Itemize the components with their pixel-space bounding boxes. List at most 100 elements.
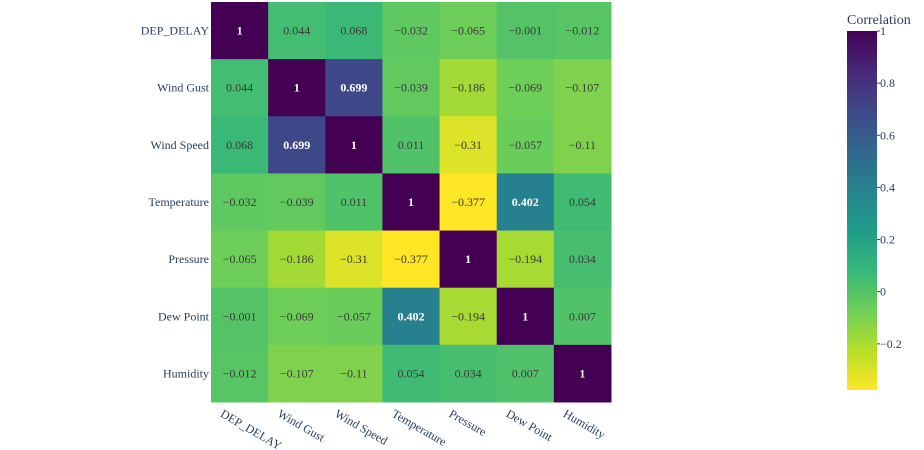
cell-dew-point-wind-speed xyxy=(325,287,383,346)
cell-value-temperature-wind-gust: −0.039 xyxy=(280,195,314,209)
cell-value-pressure-pressure: 1 xyxy=(465,252,471,266)
cell-value-dep-delay-temperature: −0.032 xyxy=(394,24,428,38)
cell-temperature-humidity xyxy=(553,173,612,232)
cell-value-temperature-wind-speed: 0.011 xyxy=(341,195,368,209)
cell-pressure-humidity xyxy=(553,230,612,289)
cell-value-wind-gust-pressure: −0.186 xyxy=(451,81,485,95)
cell-value-pressure-humidity: 0.034 xyxy=(569,252,596,266)
cell-pressure-wind-speed xyxy=(325,230,383,289)
y-tick-dew-point: Dew Point xyxy=(158,309,210,323)
cell-wind-gust-temperature xyxy=(382,59,441,117)
cell-wind-gust-pressure xyxy=(439,59,498,117)
cell-pressure-wind-gust xyxy=(268,230,326,289)
cell-value-pressure-dep-delay: −0.065 xyxy=(223,252,257,266)
y-tick-wind-gust: Wind Gust xyxy=(157,81,210,95)
cell-value-dep-delay-pressure: −0.065 xyxy=(451,24,485,38)
y-tick-wind-speed: Wind Speed xyxy=(150,138,209,152)
colorbar-tick-label-0: 1 xyxy=(880,24,886,38)
cell-value-wind-speed-pressure: −0.31 xyxy=(454,138,482,152)
cell-value-pressure-wind-gust: −0.186 xyxy=(280,252,314,266)
cell-dep-delay-temperature xyxy=(382,2,441,60)
cell-temperature-wind-gust xyxy=(268,173,326,232)
cell-value-dew-point-temperature: 0.402 xyxy=(397,309,424,323)
cell-value-temperature-dep-delay: −0.032 xyxy=(223,195,257,209)
cell-dew-point-dew-point xyxy=(496,287,555,346)
cell-value-wind-speed-wind-speed: 1 xyxy=(351,138,357,152)
cell-humidity-dew-point xyxy=(496,344,555,403)
y-tick-temperature: Temperature xyxy=(149,195,209,209)
cell-value-temperature-temperature: 1 xyxy=(408,195,414,209)
cell-pressure-dew-point xyxy=(496,230,555,289)
cell-wind-gust-humidity xyxy=(553,59,612,117)
colorbar-tick-label-6: −0.2 xyxy=(880,337,902,351)
cell-humidity-wind-speed xyxy=(325,344,383,403)
x-tick-temperature: Temperature xyxy=(389,406,448,448)
x-tick-pressure: Pressure xyxy=(447,406,489,438)
cell-dep-delay-dew-point xyxy=(496,2,555,60)
cell-value-wind-gust-temperature: −0.039 xyxy=(394,81,428,95)
cell-wind-speed-dew-point xyxy=(496,116,555,174)
cell-humidity-humidity xyxy=(553,344,612,403)
cell-dep-delay-dep-delay xyxy=(211,2,269,60)
cell-wind-gust-dep-delay xyxy=(211,59,269,117)
colorbar: Correlation 1 0.8 0.6 0.4 0.2 0 −0.2 xyxy=(847,13,911,390)
cell-value-humidity-dew-point: 0.007 xyxy=(512,366,539,380)
colorbar-tick-label-4: 0.2 xyxy=(880,233,895,247)
cell-value-wind-gust-wind-gust: 1 xyxy=(294,81,300,95)
cell-value-dew-point-dep-delay: −0.001 xyxy=(223,309,257,323)
cell-wind-speed-wind-speed xyxy=(325,116,383,174)
cell-value-temperature-humidity: 0.054 xyxy=(569,195,596,209)
y-axis-tick-labels: DEP_DELAY Wind Gust Wind Speed Temperature P… xyxy=(141,24,210,381)
cell-value-wind-speed-dew-point: −0.057 xyxy=(508,138,542,152)
cell-value-dew-point-wind-speed: −0.057 xyxy=(337,309,371,323)
cell-pressure-temperature xyxy=(382,230,441,289)
cell-wind-gust-dew-point xyxy=(496,59,555,117)
cell-wind-speed-wind-gust xyxy=(268,116,326,174)
cell-temperature-dew-point xyxy=(496,173,555,232)
colorbar-title: Correlation xyxy=(847,13,911,28)
cell-value-pressure-wind-speed: −0.31 xyxy=(340,252,368,266)
cell-value-humidity-temperature: 0.054 xyxy=(397,366,424,380)
colorbar-bar xyxy=(847,31,877,390)
cell-temperature-dep-delay xyxy=(211,173,269,232)
cell-pressure-dep-delay xyxy=(211,230,269,289)
cell-wind-gust-wind-gust xyxy=(268,59,326,117)
cell-dew-point-humidity xyxy=(553,287,612,346)
cell-value-dew-point-dew-point: 1 xyxy=(522,309,528,323)
colorbar-tick-label-5: 0 xyxy=(880,285,886,299)
colorbar-tick-label-1: 0.8 xyxy=(880,76,895,90)
x-tick-dew-point: Dew Point xyxy=(504,406,556,444)
cell-dep-delay-wind-gust xyxy=(268,2,326,60)
cell-humidity-pressure xyxy=(439,344,498,403)
cell-value-temperature-pressure: −0.377 xyxy=(451,195,485,209)
cell-value-humidity-wind-speed: −0.11 xyxy=(340,366,367,380)
cell-value-wind-gust-dep-delay: 0.044 xyxy=(226,81,253,95)
cell-value-wind-gust-humidity: −0.107 xyxy=(566,81,600,95)
cell-wind-speed-temperature xyxy=(382,116,441,174)
cell-value-dep-delay-wind-gust: 0.044 xyxy=(283,24,310,38)
x-tick-humidity: Humidity xyxy=(561,406,608,441)
cell-value-dew-point-humidity: 0.007 xyxy=(569,309,596,323)
cell-value-dew-point-wind-gust: −0.069 xyxy=(280,309,314,323)
cell-value-dep-delay-humidity: −0.012 xyxy=(566,24,600,38)
cell-dep-delay-humidity xyxy=(553,2,612,60)
cell-value-dew-point-pressure: −0.194 xyxy=(451,309,485,323)
cell-dew-point-temperature xyxy=(382,287,441,346)
cell-wind-gust-wind-speed xyxy=(325,59,383,117)
cell-pressure-pressure xyxy=(439,230,498,289)
cell-value-wind-speed-wind-gust: 0.699 xyxy=(283,138,310,152)
y-tick-humidity: Humidity xyxy=(163,366,209,380)
cell-humidity-temperature xyxy=(382,344,441,403)
heatmap-cells: 1 0.044 0.068 −0.032 −0.065 −0.001 −0.012 0.044… xyxy=(211,2,612,403)
colorbar-tick-label-2: 0.6 xyxy=(880,128,895,142)
cell-value-humidity-humidity: 1 xyxy=(579,366,585,380)
colorbar-tick-label-3: 0.4 xyxy=(880,180,895,194)
cell-wind-speed-pressure xyxy=(439,116,498,174)
x-tick-wind-speed: Wind Speed xyxy=(332,406,390,447)
y-tick-pressure: Pressure xyxy=(168,252,209,266)
cell-humidity-dep-delay xyxy=(211,344,269,403)
cell-humidity-wind-gust xyxy=(268,344,326,403)
cell-dep-delay-pressure xyxy=(439,2,498,60)
